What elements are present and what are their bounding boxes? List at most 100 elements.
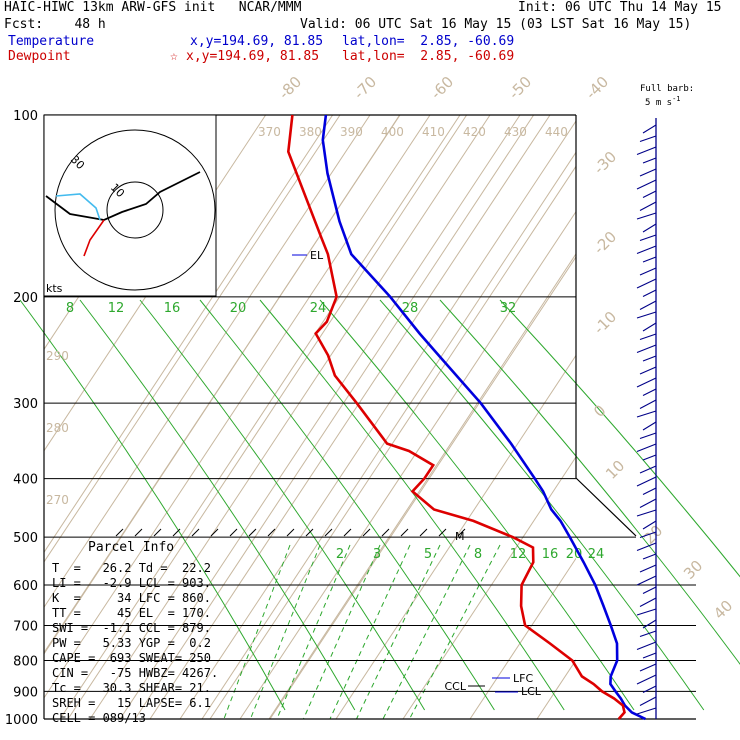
wind-barb	[642, 652, 657, 659]
parcel-row: CAPE = 693 SWEAT= 250	[52, 651, 211, 665]
valid-time: Valid: 06 UTC Sat 16 May 15 (03 LST Sat …	[300, 17, 692, 32]
frame-bevel	[575, 477, 637, 537]
pressure-tick-label: 700	[13, 619, 38, 634]
wind-barb	[642, 223, 657, 233]
tick-mark	[115, 528, 124, 537]
dewpoint-legend: Dewpoint	[8, 49, 71, 64]
wind-barb	[636, 179, 657, 190]
tick-mark	[305, 528, 314, 537]
theta-label: 420	[463, 125, 486, 139]
dry-adiabat-line	[209, 165, 576, 719]
temperature-latlon: lat,lon= 2.85, -60.69	[342, 34, 515, 49]
wind-barb	[642, 619, 657, 629]
wind-barb	[636, 410, 657, 418]
hodograph-trace	[45, 171, 201, 221]
mixing-ratio-line	[329, 544, 411, 720]
isotherm-label: -30	[590, 148, 620, 178]
mixing-ratio-label: 24	[310, 301, 327, 316]
isotherm-line	[402, 455, 576, 719]
mixing-ratio-label: 28	[402, 301, 419, 316]
moist-adiabat-line	[259, 299, 565, 711]
wind-barb	[639, 234, 657, 242]
theta-label: 380	[299, 125, 322, 139]
wind-barb	[636, 509, 657, 517]
theta-label: 280	[46, 421, 69, 435]
parcel-row: TT = 45 EL = 170.	[52, 606, 211, 620]
theta-label: 390	[340, 125, 363, 139]
mixing-ratio-label: 5	[424, 547, 432, 562]
wind-barb	[639, 135, 657, 143]
wind-barb	[642, 553, 657, 560]
dry-adiabat-line	[59, 115, 461, 719]
parcel-row: K = 34 LFC = 860.	[52, 591, 211, 605]
hodograph-trace-mid	[55, 193, 101, 221]
tick-mark	[191, 528, 200, 537]
isotherm-line	[268, 252, 576, 719]
wind-barb	[642, 421, 657, 431]
pressure-tick-label: 300	[13, 397, 38, 412]
pressure-tick-label: 200	[13, 291, 38, 306]
hodograph-ring	[54, 129, 216, 291]
mixing-ratio-label: 32	[500, 301, 517, 316]
isotherm-label: -10	[590, 308, 620, 338]
tick-mark	[248, 528, 257, 537]
init-time: Init: 06 UTC Thu 14 May 15	[518, 0, 722, 15]
moist-adiabat-line	[379, 299, 705, 711]
wind-barb	[642, 487, 657, 495]
parcel-row: PW = 5.33 YGP = 0.2	[52, 636, 211, 650]
dewpoint-latlon: lat,lon= 2.85, -60.69	[342, 49, 515, 64]
pressure-tick-label: 900	[13, 685, 38, 700]
isotherm-label: 30	[680, 557, 706, 583]
mixing-ratio-label: 24	[588, 547, 605, 562]
dry-adiabat-line	[89, 115, 491, 719]
pressure-tick-label: 600	[13, 579, 38, 594]
hodograph-ring	[106, 181, 164, 239]
dry-adiabat-line	[44, 115, 431, 699]
mixing-ratio-label: 12	[108, 301, 125, 316]
wind-barb	[639, 597, 657, 607]
wind-barb	[636, 575, 657, 586]
wind-barb	[639, 465, 657, 474]
isotherm-line	[67, 115, 468, 719]
wind-barb	[636, 641, 657, 651]
parcel-row: SWI = -1.1 CCL = 879.	[52, 621, 211, 635]
wind-barb	[642, 124, 657, 134]
pressure-tick-label: 500	[13, 531, 38, 546]
wind-barb	[642, 322, 657, 332]
wind-barb	[639, 168, 657, 177]
parcel-row: LI = -2.9 LCL = 903.	[52, 576, 211, 590]
wind-barb	[642, 685, 657, 693]
mixing-ratio-label: 8	[474, 547, 482, 562]
temperature-xy: x,y=194.69, 81.85	[190, 34, 324, 49]
tick-mark	[362, 528, 371, 537]
pressure-tick-label: 1000	[5, 713, 38, 728]
wind-barb	[636, 476, 657, 487]
isotherm-line	[604, 115, 740, 719]
isotherm-line	[201, 151, 576, 719]
wind-barb	[636, 245, 657, 255]
dewpoint-star-icon: ☆	[170, 49, 178, 64]
lcl-label: LCL	[521, 685, 542, 698]
isotherm-label: -80	[275, 73, 305, 103]
lfc-label: LFC	[513, 672, 533, 685]
moist-adiabat-line	[499, 299, 740, 578]
dry-adiabat-line	[239, 210, 576, 719]
mixing-ratio-label: 8	[66, 301, 74, 316]
wind-barb	[639, 366, 657, 375]
tick-mark	[457, 528, 466, 537]
wind-barb	[636, 608, 657, 616]
moist-adiabat-line	[439, 299, 740, 665]
wind-barb	[642, 454, 657, 461]
sounding-profiles	[286, 114, 647, 721]
wind-barb	[639, 300, 657, 310]
tick-mark	[286, 528, 295, 537]
isotherm-line	[671, 115, 740, 719]
mixing-ratio-line	[249, 544, 321, 720]
m-label: M	[455, 530, 465, 543]
tick-mark	[153, 528, 162, 537]
parcel-row: T = 26.2 Td = 22.2	[52, 561, 211, 575]
hodograph-box	[43, 114, 217, 297]
theta-label: 270	[46, 493, 69, 507]
wind-barb	[636, 311, 657, 319]
wind-barb	[636, 443, 657, 453]
